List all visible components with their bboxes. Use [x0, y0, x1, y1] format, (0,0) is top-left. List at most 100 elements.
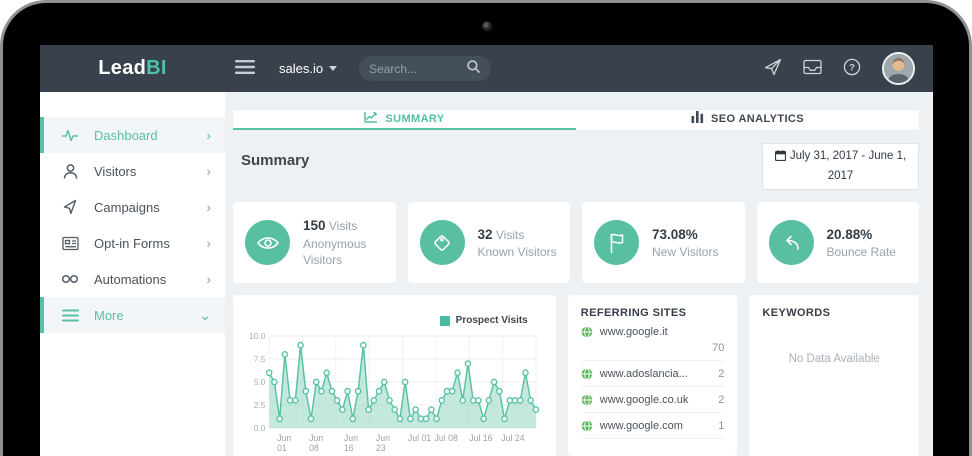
referring-site-url: www.google.it: [600, 326, 725, 338]
referring-site-url: www.google.co.uk: [600, 394, 689, 406]
globe-icon: [581, 394, 593, 406]
referring-site-url: www.google.com: [600, 420, 683, 432]
bar-chart-icon: [691, 111, 704, 126]
stat-card-known-visitors: 32 Visits Known Visitors: [408, 202, 571, 283]
sidebar-item-opt-in-forms[interactable]: Opt-in Forms ›: [40, 225, 225, 261]
top-navbar: LeadBI sales.io: [40, 45, 933, 92]
calendar-icon: [775, 150, 786, 168]
inbox-button[interactable]: [803, 59, 822, 78]
workspace-dropdown[interactable]: sales.io: [279, 61, 337, 76]
pennant-icon: [61, 199, 79, 215]
chevron-right-icon: ›: [206, 272, 211, 286]
svg-text:5.0: 5.0: [254, 377, 266, 387]
chevron-right-icon: ›: [206, 128, 211, 142]
prospect-visits-chart-card: Prospect Visits 10.07.55.02.50.0Jun01Jun…: [233, 295, 556, 456]
referring-sites-panel: REFERRING SITES www.google.it 70: [568, 295, 738, 456]
question-mark-icon: ?: [843, 58, 861, 79]
keywords-panel: KEYWORDS No Data Available: [749, 295, 919, 456]
help-button[interactable]: ?: [843, 58, 861, 79]
referring-site-row[interactable]: www.google.it 70: [581, 319, 725, 361]
infinity-icon: [61, 273, 79, 285]
svg-text:Jul 08: Jul 08: [435, 433, 458, 443]
tab-label: SUMMARY: [385, 113, 444, 125]
pulse-icon: [61, 128, 79, 143]
svg-text:Jul 16: Jul 16: [469, 433, 492, 443]
panel-title: KEYWORDS: [762, 307, 906, 319]
inbox-icon: [803, 59, 822, 78]
laptop-device-frame: LeadBI sales.io: [0, 0, 972, 456]
app-screen: LeadBI sales.io: [40, 45, 933, 456]
sidebar-item-visitors[interactable]: Visitors ›: [40, 153, 225, 189]
svg-text:Jul 24: Jul 24: [501, 433, 524, 443]
stat-label: Bounce Rate: [827, 244, 896, 260]
tab-seo-analytics[interactable]: SEO ANALYTICS: [576, 110, 919, 130]
menu-bars-icon: [61, 309, 79, 322]
referring-site-row[interactable]: www.google.com 1: [581, 413, 725, 439]
sidebar-item-label: Campaigns: [94, 200, 160, 215]
brand-bi: BI: [146, 57, 167, 79]
sidebar-item-more[interactable]: More ⌄: [40, 297, 225, 333]
svg-text:Jun01: Jun01: [277, 433, 291, 453]
referring-site-count: 2: [718, 368, 724, 380]
stat-value: 150: [303, 218, 326, 233]
stat-value: 20.88%: [827, 227, 873, 242]
referring-site-row[interactable]: www.adoslancia... 2: [581, 361, 725, 387]
stat-text: 32 Visits Known Visitors: [478, 226, 557, 260]
hamburger-menu-button[interactable]: [235, 60, 255, 77]
brand-lead: Lead: [98, 57, 146, 79]
date-range-picker[interactable]: July 31, 2017 - June 1, 2017: [762, 143, 919, 191]
stat-label: Known Visitors: [478, 244, 557, 260]
svg-text:Jun08: Jun08: [309, 433, 323, 453]
search-box[interactable]: [359, 56, 491, 81]
chevron-down-icon: ⌄: [199, 308, 211, 322]
globe-icon: [581, 326, 593, 338]
referring-site-count: 2: [718, 394, 724, 406]
search-icon: [466, 59, 481, 79]
eye-icon: [245, 220, 290, 265]
svg-text:Jun23: Jun23: [376, 433, 390, 453]
sidebar-item-automations[interactable]: Automations ›: [40, 261, 225, 297]
page-title: Summary: [241, 152, 309, 169]
tab-label: SEO ANALYTICS: [711, 113, 804, 125]
brand-logo: LeadBI: [40, 57, 225, 80]
stat-text: 20.88% Bounce Rate: [827, 226, 896, 260]
svg-text:2.5: 2.5: [254, 400, 266, 410]
sidebar-item-dashboard[interactable]: Dashboard ›: [40, 117, 225, 153]
sidebar-item-campaigns[interactable]: Campaigns ›: [40, 189, 225, 225]
stat-card-anonymous-visitors: 150 Visits Anonymous Visitors: [233, 202, 396, 283]
hamburger-icon: [235, 60, 255, 77]
sidebar-item-label: More: [94, 308, 124, 323]
svg-text:0.0: 0.0: [254, 423, 266, 433]
legend-label: Prospect Visits: [456, 315, 528, 326]
stat-label: New Visitors: [652, 244, 718, 260]
referring-site-count: 1: [718, 420, 724, 432]
referring-site-count: 70: [581, 342, 725, 354]
date-range-text: July 31, 2017 - June 1, 2017: [790, 150, 906, 182]
stat-text: 150 Visits Anonymous Visitors: [303, 217, 384, 268]
reply-arrow-icon: [769, 220, 814, 265]
svg-text:7.5: 7.5: [254, 354, 266, 364]
stat-unit: Visits: [329, 219, 357, 233]
tab-bar: SUMMARY SEO ANALYTICS: [233, 110, 919, 130]
sidebar-item-label: Opt-in Forms: [94, 236, 170, 251]
sidebar-item-label: Visitors: [94, 164, 136, 179]
user-avatar[interactable]: [882, 52, 915, 85]
chart-legend: Prospect Visits: [440, 315, 528, 326]
send-button[interactable]: [764, 58, 782, 79]
tag-icon: [420, 220, 465, 265]
sidebar-item-label: Automations: [94, 272, 166, 287]
main-content: SUMMARY SEO ANALYTICS Summary July: [225, 92, 933, 456]
referring-site-row[interactable]: www.google.co.uk 2: [581, 387, 725, 413]
legend-swatch: [440, 316, 450, 326]
referring-site-url: www.adoslancia...: [600, 368, 688, 380]
search-input[interactable]: [369, 62, 466, 76]
tab-summary[interactable]: SUMMARY: [233, 110, 576, 130]
workspace-name: sales.io: [279, 61, 323, 76]
chevron-right-icon: ›: [206, 164, 211, 178]
webcam-icon: [482, 21, 492, 31]
panel-title: REFERRING SITES: [581, 307, 725, 319]
stat-label: Anonymous Visitors: [303, 236, 384, 268]
sidebar: Dashboard › Visitors › Campaigns ›: [40, 92, 225, 456]
chevron-down-icon: [329, 66, 337, 71]
navbar-actions: ?: [764, 52, 915, 85]
